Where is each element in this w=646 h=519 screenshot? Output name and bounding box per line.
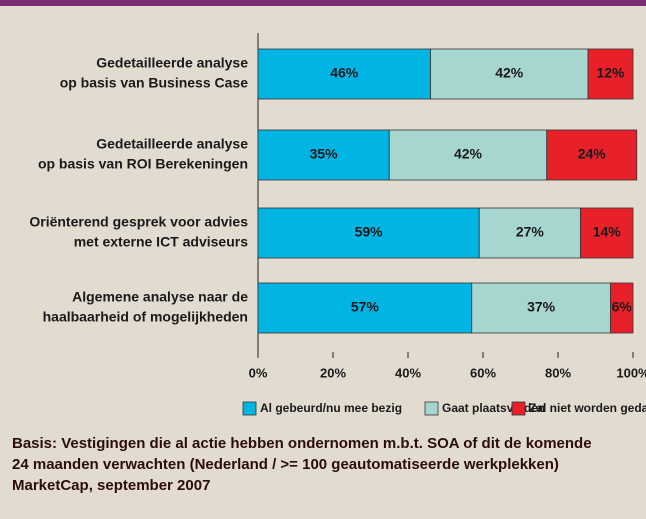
bar-segment bbox=[546, 129, 638, 181]
value-label: 46% bbox=[330, 65, 359, 81]
value-label: 12% bbox=[596, 65, 625, 81]
x-tick-label: 60% bbox=[470, 365, 496, 380]
x-tick-label: 20% bbox=[320, 365, 346, 380]
value-label: 42% bbox=[454, 146, 483, 162]
bar-segment bbox=[257, 282, 473, 334]
category-label: op basis van ROI Berekeningen bbox=[38, 156, 248, 172]
x-tick-label: 80% bbox=[545, 365, 571, 380]
footnote: Basis: Vestigingen die al actie hebben o… bbox=[12, 435, 592, 452]
bar-segment bbox=[257, 48, 431, 100]
legend-label: Al gebeurd/nu mee bezig bbox=[260, 401, 402, 415]
value-label: 6% bbox=[612, 299, 633, 315]
value-label: 57% bbox=[351, 299, 380, 315]
bar-segment bbox=[610, 282, 634, 334]
category-label: Oriënterend gesprek voor advies bbox=[29, 214, 248, 230]
legend-swatch bbox=[242, 401, 257, 416]
value-label: 42% bbox=[495, 65, 524, 81]
legend-label: Zal niet worden gedaan bbox=[529, 401, 646, 415]
category-label: Algemene analyse naar de bbox=[72, 289, 248, 305]
value-label: 24% bbox=[578, 146, 607, 162]
legend-swatch bbox=[424, 401, 439, 416]
footnote: 24 maanden verwachten (Nederland / >= 10… bbox=[12, 456, 559, 473]
category-label: op basis van Business Case bbox=[60, 75, 249, 91]
value-label: 27% bbox=[516, 224, 545, 240]
value-label: 37% bbox=[527, 299, 556, 315]
value-label: 14% bbox=[593, 224, 622, 240]
bar-segment bbox=[471, 282, 611, 334]
bar-segment bbox=[587, 48, 634, 100]
value-label: 59% bbox=[355, 224, 384, 240]
category-label: met externe ICT adviseurs bbox=[74, 234, 249, 250]
bar-segment bbox=[430, 48, 589, 100]
bar-segment bbox=[388, 129, 548, 181]
footnote: MarketCap, september 2007 bbox=[12, 477, 210, 494]
x-tick-label: 0% bbox=[249, 365, 268, 380]
bar-segment bbox=[257, 129, 390, 181]
bar-segment bbox=[580, 207, 634, 259]
value-label: 35% bbox=[310, 146, 339, 162]
category-label: haalbaarheid of mogelijkheden bbox=[43, 309, 248, 325]
top-band bbox=[0, 0, 646, 6]
category-label: Gedetailleerde analyse bbox=[96, 136, 248, 152]
legend-swatch bbox=[511, 401, 526, 416]
category-label: Gedetailleerde analyse bbox=[96, 55, 248, 71]
x-tick-label: 100% bbox=[616, 365, 646, 380]
x-tick-label: 40% bbox=[395, 365, 421, 380]
